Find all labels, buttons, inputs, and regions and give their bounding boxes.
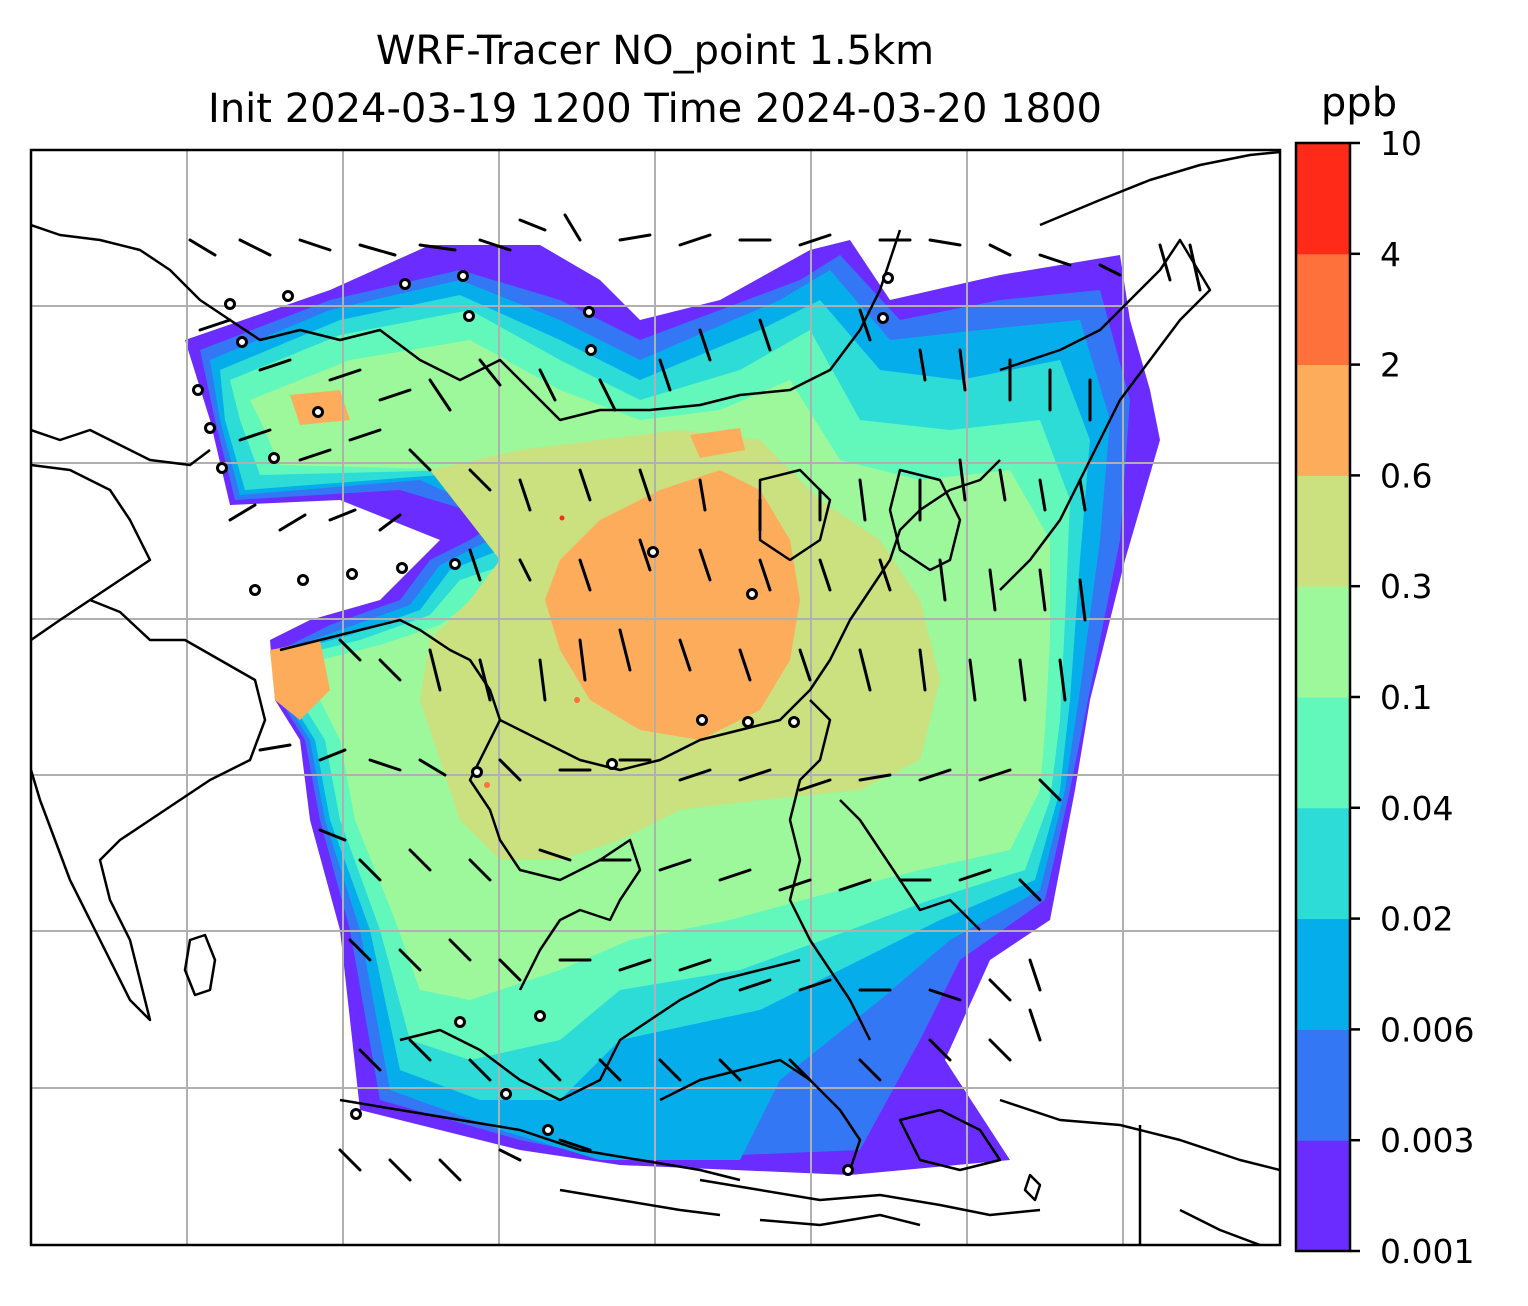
colorbar-segment: [1296, 475, 1350, 587]
colorbar-tick-label: 10: [1380, 124, 1422, 163]
colorbar-segment: [1296, 1029, 1350, 1141]
wind-barbs: [188, 213, 1202, 1182]
field-2-spot-2: [559, 515, 565, 521]
colorbar-tick-label: 0.6: [1380, 456, 1432, 495]
colorbar-tick-label: 4: [1380, 235, 1401, 274]
colorbar-tick-label: 0.3: [1380, 567, 1432, 606]
colorbar-tick-label: 0.1: [1380, 678, 1432, 717]
field-0.6-patch: [270, 640, 330, 720]
colorbar-segment: [1296, 918, 1350, 1030]
colorbar-tick-label: 0.006: [1380, 1010, 1474, 1049]
colorbar-segment: [1296, 807, 1350, 920]
colorbar-segment: [1296, 697, 1350, 809]
colorbar-tick-label: 0.001: [1380, 1232, 1474, 1271]
colorbar: 0.001 0.003 0.006 0.02 0.04 0.1 0.3 0.6 2 4 10: [1294, 124, 1474, 1271]
map-frame: [29, 148, 1282, 1247]
field-0.6: [545, 470, 800, 740]
colorbar-segment: [1296, 1140, 1350, 1252]
colorbar-tick-label: 0.04: [1380, 789, 1453, 828]
colorbar-segment: [1296, 364, 1350, 476]
map-title-line2: Init 2024-03-19 1200 Time 2024-03-20 180…: [208, 86, 1102, 132]
colorbar-segment: [1296, 586, 1350, 698]
field-2-spot: [574, 697, 580, 703]
gridlines: [31, 150, 1280, 1245]
colorbar-unit-label: ppb: [1320, 80, 1398, 126]
calm-markers: [192, 270, 894, 1176]
field-0.6-patch-3: [690, 428, 745, 458]
map-title-line1: WRF-Tracer NO_point 1.5km: [375, 28, 935, 74]
colorbar-tick-label: 0.003: [1380, 1121, 1474, 1160]
colorbar-tick-label: 2: [1380, 346, 1401, 385]
colorbar-segment: [1296, 143, 1350, 255]
colorbar-segment: [1296, 253, 1350, 366]
field-2-spot-3: [484, 782, 490, 788]
coastlines: [31, 150, 1280, 1245]
colorbar-tick-label: 0.02: [1380, 900, 1453, 939]
map-area: [31, 150, 1280, 1245]
